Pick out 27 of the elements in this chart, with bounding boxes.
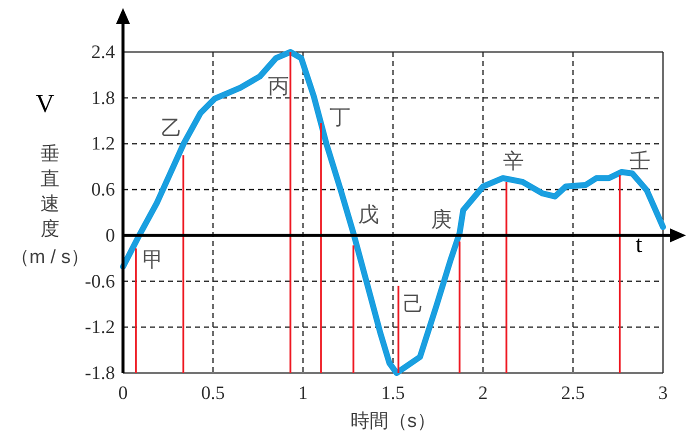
x-tick-label: 1.5 bbox=[381, 383, 405, 404]
y-tick-label: 0 bbox=[106, 225, 115, 246]
annotation: 乙 bbox=[160, 117, 182, 140]
annotation: 壬 bbox=[629, 150, 650, 174]
annotation: t bbox=[636, 232, 643, 258]
annotation: 庚 bbox=[431, 208, 452, 232]
y-tick-label: -1.2 bbox=[84, 317, 115, 338]
text: V bbox=[36, 89, 55, 118]
x-tick-label: 0.5 bbox=[201, 383, 225, 404]
annotation: 戊 bbox=[358, 203, 379, 226]
annotation: 甲 bbox=[142, 248, 164, 272]
x-tick-label: 3 bbox=[658, 383, 668, 404]
annotation: 丙 bbox=[268, 75, 289, 98]
y-tick-label: 1.8 bbox=[91, 88, 115, 109]
x-axis-title: 時間（s） bbox=[350, 411, 436, 432]
y-tick-label: -0.6 bbox=[84, 271, 115, 292]
y-tick-label: 2.4 bbox=[91, 42, 116, 63]
annotation: 己 bbox=[402, 292, 424, 316]
annotation: 辛 bbox=[502, 150, 524, 173]
y-tick-label: 1.2 bbox=[91, 134, 115, 155]
x-tick-label: 1 bbox=[298, 383, 308, 404]
y-axis-title: 垂直速度（m / s） bbox=[10, 144, 90, 268]
y-tick-label: -1.8 bbox=[84, 363, 115, 384]
x-tick-label: 2 bbox=[478, 383, 488, 404]
x-tick-label: 2.5 bbox=[561, 383, 585, 404]
y-tick-label: 0.6 bbox=[91, 180, 115, 201]
annotation: 丁 bbox=[330, 106, 350, 130]
